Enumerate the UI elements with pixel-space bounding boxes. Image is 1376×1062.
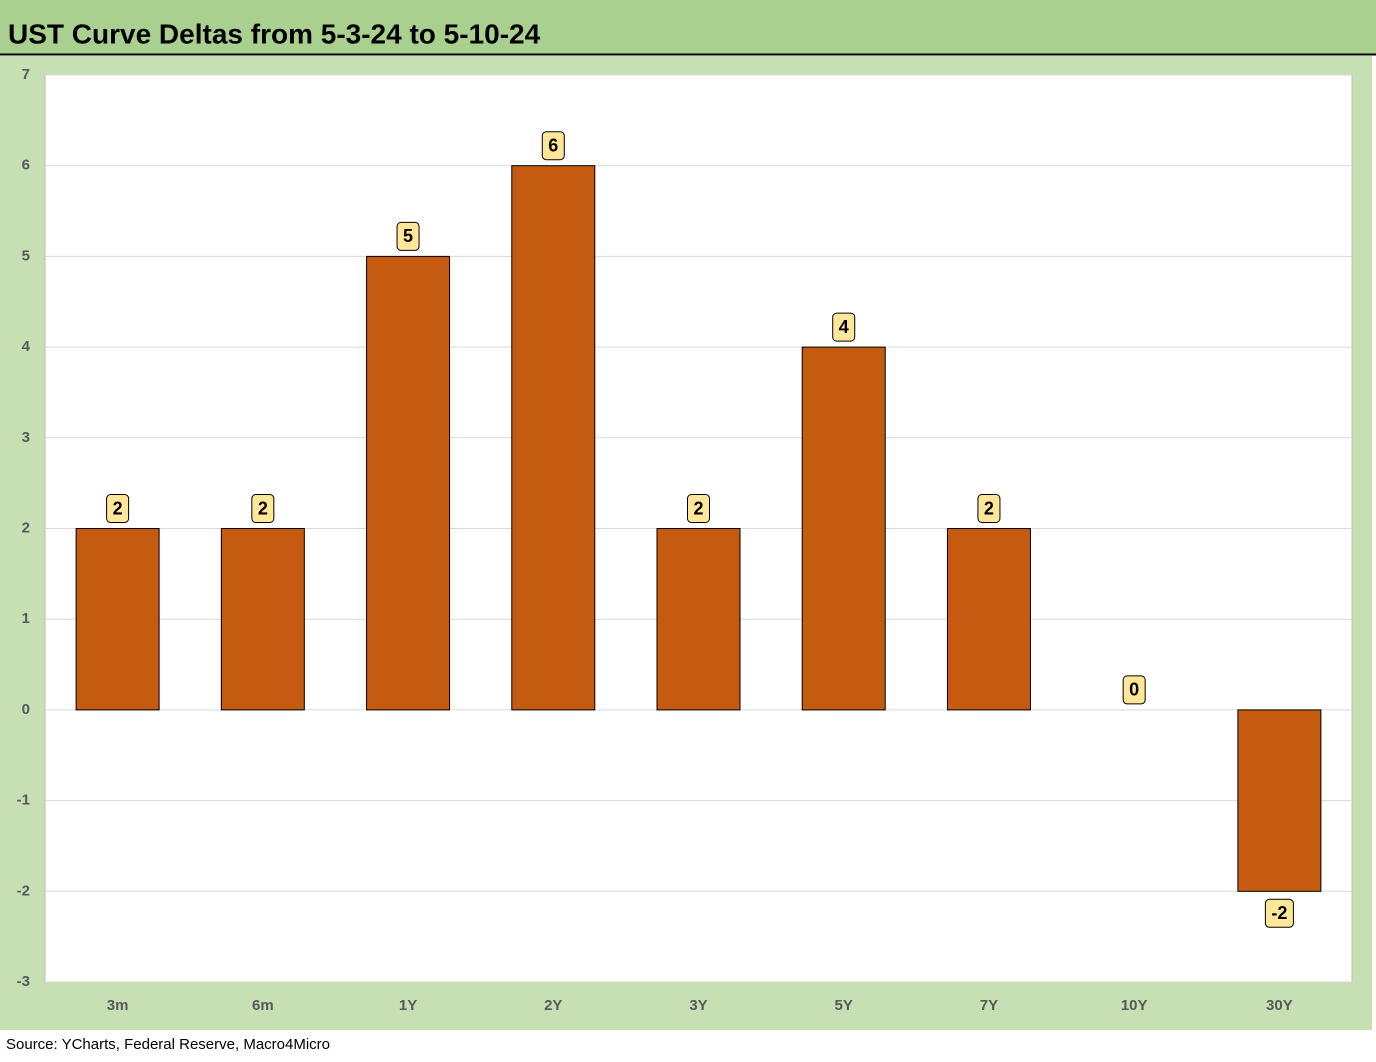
data-label-box (832, 312, 856, 342)
bar (75, 528, 160, 711)
data-label-box (977, 494, 1001, 523)
x-tick-label: 3m (107, 997, 129, 1014)
data-label-box (251, 494, 275, 523)
y-tick-label: 0 (22, 701, 30, 718)
y-tick-label: -3 (17, 973, 30, 990)
y-tick-label: 5 (22, 247, 30, 264)
x-tick-label: 6m (252, 997, 274, 1014)
x-tick-label: 10Y (1121, 997, 1148, 1014)
bar (801, 346, 886, 711)
x-tick-label: 1Y (399, 997, 417, 1014)
x-tick-label: 30Y (1266, 997, 1293, 1014)
y-tick-label: 7 (22, 66, 30, 83)
x-tick-label: 2Y (544, 997, 562, 1014)
data-label: 2 (113, 498, 123, 518)
data-label-box (686, 494, 711, 523)
data-label: 0 (1129, 680, 1139, 700)
bar (220, 528, 305, 711)
x-tick-label: 7Y (980, 997, 998, 1014)
data-label-box (1264, 898, 1294, 928)
data-label: 6 (548, 135, 558, 155)
data-label: 4 (839, 317, 849, 337)
data-label-box (106, 494, 130, 523)
data-label-box (1122, 675, 1146, 705)
y-tick-label: 3 (22, 429, 30, 446)
x-tick-label: 5Y (835, 997, 853, 1014)
bar (511, 165, 596, 711)
data-label: 2 (258, 498, 268, 518)
data-label: -2 (1271, 903, 1287, 923)
y-tick-label: -2 (17, 882, 30, 899)
bar (946, 528, 1031, 711)
data-label: 5 (403, 226, 413, 246)
y-tick-label: 4 (22, 338, 31, 355)
source-note: Source: YCharts, Federal Reserve, Macro4… (6, 1036, 330, 1053)
data-label: 2 (693, 498, 703, 518)
data-label: 2 (984, 498, 994, 518)
bar (1237, 709, 1322, 892)
chart-title: UST Curve Deltas from 5-3-24 to 5-10-24 (8, 18, 541, 49)
bar (366, 255, 451, 711)
data-label-box (396, 221, 420, 251)
y-tick-label: 2 (22, 519, 30, 536)
bar (656, 528, 741, 711)
x-tick-label: 3Y (689, 997, 707, 1014)
y-tick-label: 6 (22, 157, 30, 174)
title-bar (0, 0, 1376, 55)
y-tick-label: 1 (22, 610, 30, 627)
y-tick-label: -1 (17, 792, 30, 809)
data-label-box (541, 131, 565, 161)
